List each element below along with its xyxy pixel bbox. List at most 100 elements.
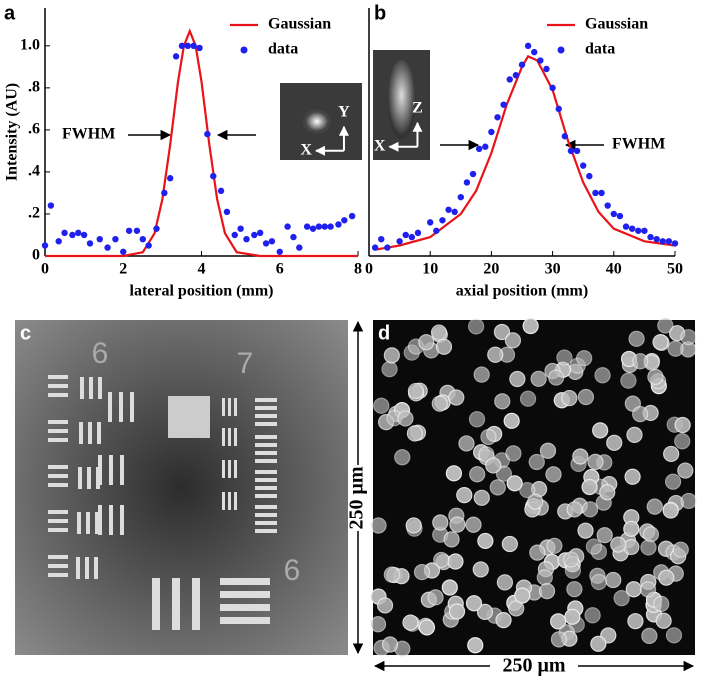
target-number: 7	[237, 347, 254, 380]
data-point	[665, 238, 673, 245]
data-point	[482, 143, 489, 150]
bead	[528, 453, 545, 471]
bead	[594, 367, 611, 384]
bead	[370, 517, 387, 534]
fit-line	[374, 54, 676, 251]
target-bar	[48, 573, 68, 577]
bead	[596, 527, 613, 544]
bead	[509, 370, 526, 388]
data-point	[327, 223, 334, 230]
bead	[489, 479, 506, 496]
bead	[626, 426, 643, 443]
bead	[663, 445, 680, 463]
target-bar	[255, 486, 277, 490]
bead	[677, 462, 694, 479]
target-bar	[86, 512, 90, 534]
y-tick-label: .4	[28, 163, 40, 180]
inset-spot	[302, 109, 331, 134]
bead	[506, 475, 523, 492]
data-point	[494, 114, 501, 121]
bead	[456, 487, 473, 504]
bead	[652, 334, 669, 351]
target-bar	[228, 492, 231, 510]
bead	[655, 612, 672, 629]
target-bar	[48, 393, 68, 397]
x-tick-label: 10	[422, 261, 438, 278]
bead	[613, 590, 630, 607]
data-point	[167, 175, 174, 182]
data-point	[635, 227, 642, 234]
bead	[642, 526, 659, 543]
bead	[628, 330, 645, 347]
target-bar	[255, 513, 277, 517]
bead	[657, 317, 674, 334]
bead	[658, 569, 675, 586]
data-point	[549, 84, 556, 92]
bead	[473, 489, 490, 506]
bead	[383, 347, 400, 364]
bead	[623, 520, 640, 537]
bead	[680, 329, 697, 346]
y-tick-label: 1.0	[20, 37, 40, 54]
bead	[433, 551, 450, 569]
bead	[376, 597, 394, 614]
bead	[623, 538, 640, 556]
bead	[430, 324, 448, 341]
inset-axis-label: Y	[338, 103, 350, 120]
target-bar	[234, 492, 237, 510]
bead	[469, 466, 486, 483]
x-tick-label: 30	[545, 261, 561, 278]
target-bar	[77, 512, 81, 534]
data-point	[80, 231, 88, 239]
bead	[667, 340, 684, 357]
bead	[435, 338, 453, 355]
target-bar	[48, 474, 68, 478]
bead	[445, 465, 462, 482]
bead	[562, 551, 580, 568]
bead	[504, 332, 522, 349]
target-bar	[48, 438, 68, 442]
target-bar	[80, 377, 84, 399]
target-bar	[120, 455, 124, 485]
bead	[447, 553, 464, 570]
bead	[397, 410, 414, 427]
data-point	[543, 65, 550, 73]
data-point	[69, 231, 76, 239]
scale-label-bg	[490, 656, 578, 678]
target-bar	[88, 422, 92, 444]
data-point	[414, 229, 422, 237]
bead	[418, 334, 435, 351]
y-tick-label: .8	[28, 79, 40, 96]
bead	[627, 613, 644, 630]
legend-label: data	[585, 41, 615, 58]
bead	[495, 465, 513, 482]
inset-axis-label: X	[374, 137, 386, 154]
target-bar	[95, 512, 99, 534]
target-bar	[222, 460, 225, 478]
data-point	[139, 235, 147, 243]
target-bar	[85, 557, 89, 579]
data-point	[204, 130, 211, 138]
data-point	[55, 238, 62, 245]
target-square	[168, 396, 210, 438]
target-bar	[255, 470, 277, 474]
data-point	[309, 225, 317, 232]
bead	[522, 317, 539, 335]
bead	[680, 492, 697, 510]
data-point	[47, 202, 55, 209]
bead	[592, 422, 609, 439]
target-bar	[255, 505, 277, 509]
data-point	[628, 225, 636, 232]
data-point	[561, 133, 569, 140]
target-bar	[78, 467, 82, 489]
data-point	[303, 223, 311, 230]
bead	[406, 425, 424, 442]
bead	[536, 569, 553, 586]
bead	[641, 627, 658, 644]
target-bar	[48, 528, 68, 532]
bead	[443, 531, 460, 548]
bead	[448, 603, 466, 620]
x-axis-label: lateral position (mm)	[130, 283, 274, 300]
target-bar	[228, 428, 231, 446]
